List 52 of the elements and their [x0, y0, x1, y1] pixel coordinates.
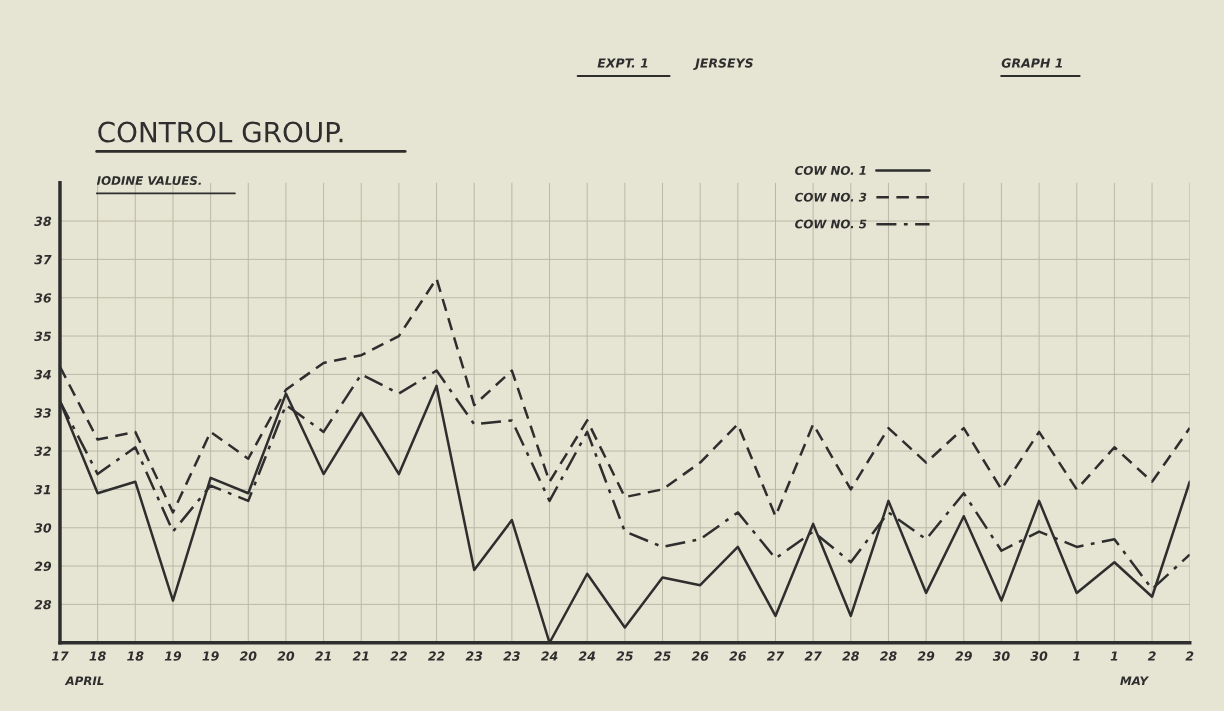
text: MAY — [1120, 676, 1150, 686]
legend-label: COW NO. 5 — [795, 219, 867, 229]
x-tick-label: 23 — [503, 651, 520, 661]
x-tick-label: 25 — [616, 651, 633, 661]
legend-label: COW NO. 3 — [795, 192, 867, 202]
x-tick-label: 19 — [202, 651, 219, 661]
x-tick-label: 21 — [314, 651, 331, 661]
x-tick-label: 18 — [127, 651, 144, 661]
x-tick-label: 30 — [1030, 651, 1048, 661]
y-tick-label: 31 — [34, 484, 51, 495]
x-tick-label: 20 — [277, 651, 295, 661]
x-tick-label: 27 — [804, 651, 822, 661]
legend-label: COW NO. 1 — [795, 165, 866, 175]
x-tick-label: 29 — [917, 651, 935, 661]
x-tick-label: 19 — [164, 651, 182, 661]
y-tick-label: 35 — [34, 331, 51, 341]
y-tick-label: 33 — [34, 408, 51, 418]
x-tick-label: 21 — [352, 651, 369, 661]
x-tick-label: 27 — [766, 651, 785, 661]
chart-subtitle: IODINE VALUES. — [96, 176, 201, 186]
x-tick-label: 26 — [691, 651, 709, 661]
y-tick-label: 34 — [34, 369, 51, 380]
x-tick-label: 1 — [1072, 651, 1080, 661]
chart-title: CONTROL GROUP. — [98, 121, 343, 143]
x-tick-label: 18 — [89, 651, 106, 661]
text: APRIL — [64, 676, 104, 686]
x-tick-label: 28 — [842, 651, 860, 661]
x-tick-label: 1 — [1110, 651, 1118, 661]
caption: GRAPH 1 — [1001, 58, 1062, 68]
y-tick-label: 30 — [34, 523, 52, 533]
x-tick-label: 2 — [1147, 651, 1156, 661]
x-tick-label: 26 — [729, 651, 747, 661]
x-tick-label: 20 — [239, 651, 257, 661]
y-tick-label: 36 — [34, 293, 52, 303]
y-tick-label: 32 — [34, 446, 51, 456]
x-tick-label: 24 — [540, 651, 558, 661]
y-tick-label: 38 — [34, 216, 52, 226]
y-tick-label: 37 — [34, 254, 52, 265]
x-tick-label: 2 — [1185, 651, 1194, 661]
x-tick-label: 22 — [390, 651, 407, 661]
x-tick-label: 17 — [51, 651, 69, 661]
x-tick-label: 23 — [465, 651, 483, 661]
y-tick-label: 29 — [34, 561, 52, 572]
x-tick-label: 30 — [992, 651, 1010, 661]
text: EXPT. 1 — [597, 58, 648, 68]
y-tick-label: 28 — [34, 599, 52, 610]
text: JERSEYS — [693, 58, 753, 71]
x-tick-label: 22 — [427, 651, 445, 661]
x-tick-label: 25 — [653, 651, 671, 661]
x-tick-label: 29 — [955, 651, 972, 661]
x-tick-label: 24 — [578, 651, 596, 661]
x-tick-label: 28 — [879, 651, 897, 661]
